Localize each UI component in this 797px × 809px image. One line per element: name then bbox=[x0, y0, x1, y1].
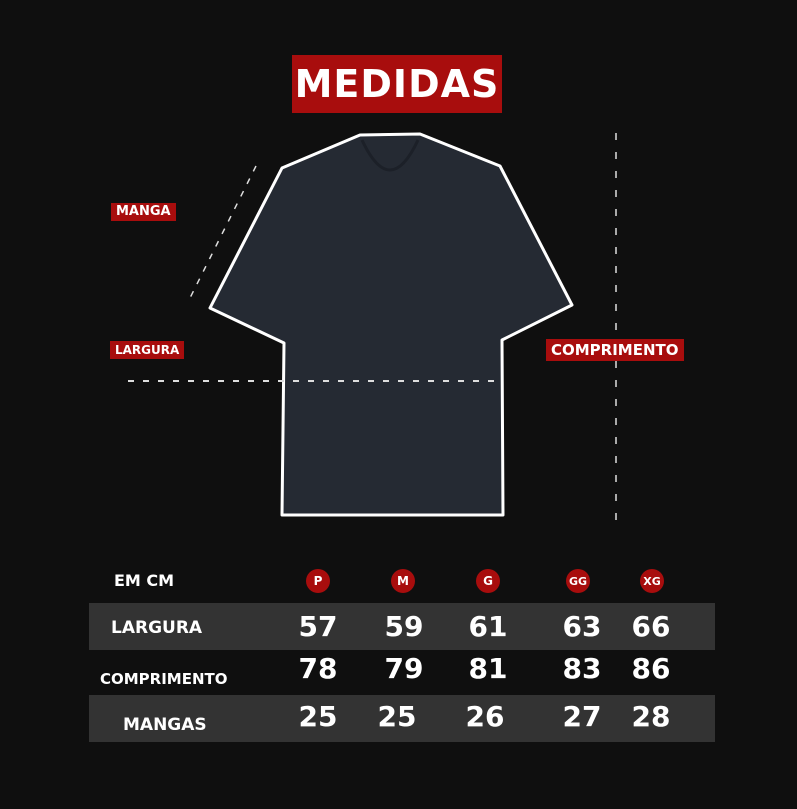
unit-label: EM CM bbox=[114, 571, 175, 590]
cell: 83 bbox=[562, 652, 602, 685]
table-row-band bbox=[89, 695, 715, 742]
manga-label: MANGA bbox=[111, 203, 176, 221]
size-badge-p: P bbox=[306, 569, 330, 593]
tshirt-illustration bbox=[128, 132, 617, 525]
row-label-comprimento: COMPRIMENTO bbox=[100, 670, 228, 688]
cell: 66 bbox=[631, 610, 671, 643]
cell: 59 bbox=[384, 610, 424, 643]
cell: 25 bbox=[298, 700, 338, 733]
cell: 86 bbox=[631, 652, 671, 685]
largura-label: LARGURA bbox=[110, 341, 185, 359]
size-badge-gg: GG bbox=[566, 569, 590, 593]
cell: 81 bbox=[468, 652, 508, 685]
tshirt-shape bbox=[208, 132, 574, 517]
sleeve-measure-line bbox=[189, 165, 257, 299]
size-badge-m: M bbox=[391, 569, 415, 593]
cell: 79 bbox=[384, 652, 424, 685]
cell: 61 bbox=[468, 610, 508, 643]
cell: 25 bbox=[377, 700, 417, 733]
size-badge-g: G bbox=[476, 569, 500, 593]
row-label-mangas: MANGAS bbox=[123, 715, 207, 735]
cell: 26 bbox=[465, 700, 505, 733]
size-badge-xg: XG bbox=[640, 569, 664, 593]
comprimento-label: COMPRIMENTO bbox=[546, 339, 684, 361]
cell: 28 bbox=[631, 700, 671, 733]
neckline bbox=[360, 139, 420, 172]
cell: 27 bbox=[562, 700, 602, 733]
cell: 57 bbox=[298, 610, 338, 643]
title-banner: MEDIDAS bbox=[292, 55, 502, 113]
row-label-largura: LARGURA bbox=[111, 618, 203, 638]
table-row-band bbox=[89, 603, 715, 650]
cell: 63 bbox=[562, 610, 602, 643]
cell: 78 bbox=[298, 652, 338, 685]
